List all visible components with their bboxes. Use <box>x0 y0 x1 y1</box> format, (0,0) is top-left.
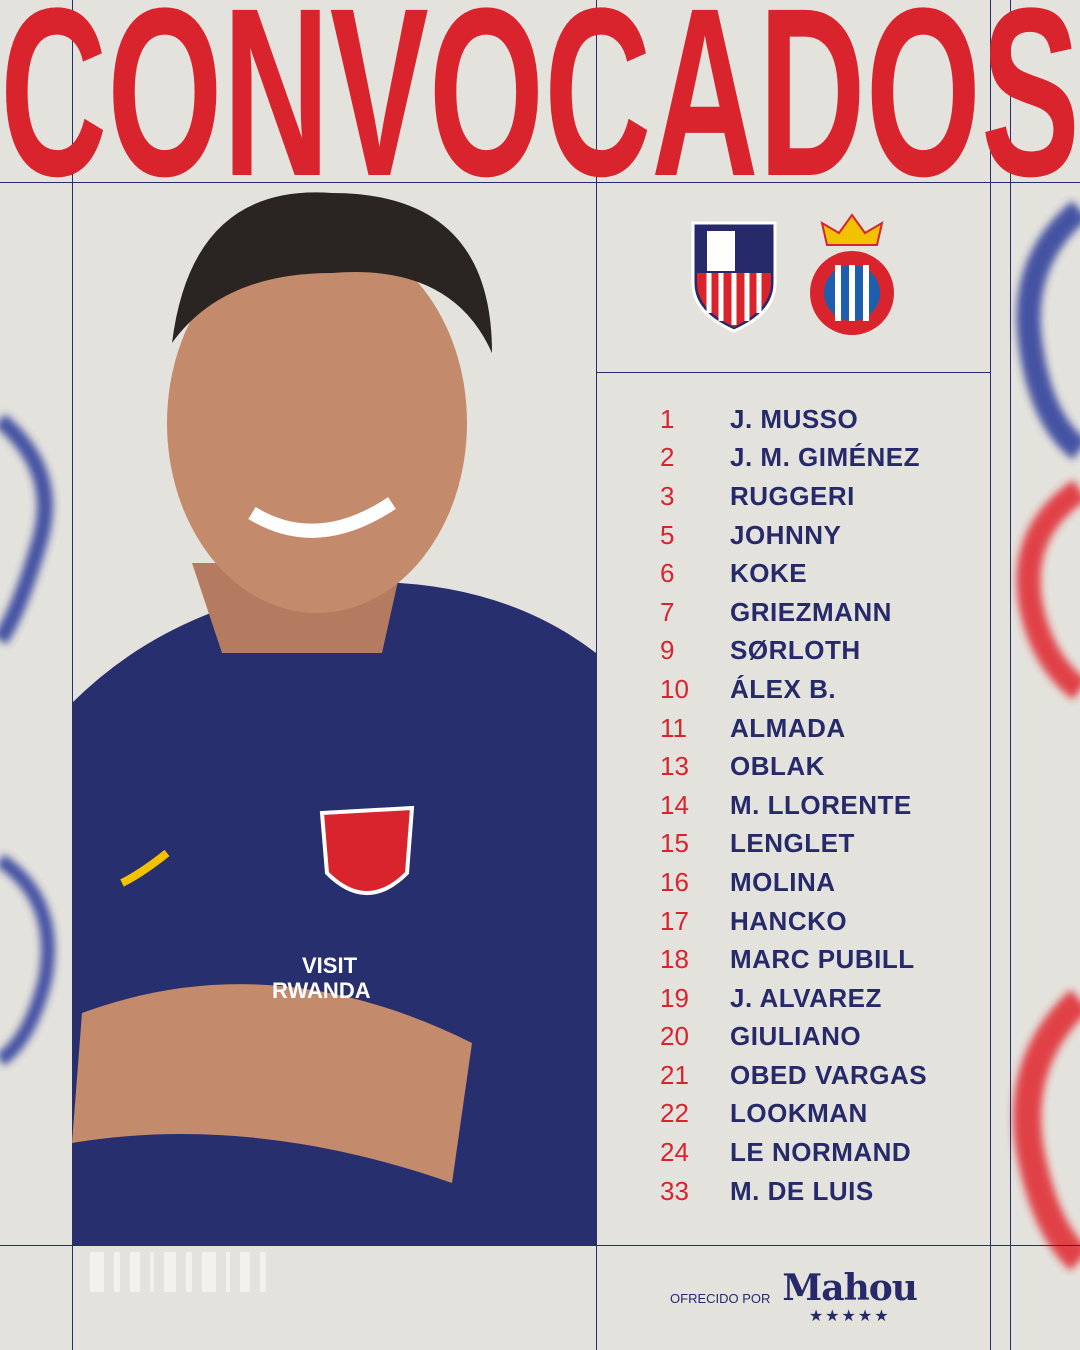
list-item: 20 GIULIANO <box>660 1018 990 1057</box>
list-item: 33 M. DE LUIS <box>660 1172 990 1211</box>
player-number: 9 <box>660 635 675 666</box>
page-title: CONVOCADOS <box>0 0 1080 185</box>
player-name: LE NORMAND <box>730 1137 912 1168</box>
player-number: 19 <box>660 982 689 1013</box>
list-item: 15 LENGLET <box>660 825 990 864</box>
list-item: 19 J. ALVAREZ <box>660 979 990 1018</box>
player-number: 20 <box>660 1021 689 1052</box>
grid-line <box>0 182 1080 183</box>
decorative-swirl <box>0 854 55 1066</box>
player-number: 5 <box>660 519 675 550</box>
sponsor-footer: OFRECIDO POR Mahou ★★★★★ <box>597 1246 990 1350</box>
player-number: 13 <box>660 751 689 782</box>
grid-line <box>72 0 73 1350</box>
grid-line <box>597 372 990 373</box>
list-item: 3 RUGGERI <box>660 477 990 516</box>
player-name: JOHNNY <box>730 519 842 550</box>
list-item: 5 JOHNNY <box>660 516 990 555</box>
player-name: HANCKO <box>730 905 848 936</box>
list-item: 21 OBED VARGAS <box>660 1056 990 1095</box>
mahou-logo: Mahou ★★★★★ <box>782 1267 918 1326</box>
grid-line <box>0 1245 1080 1246</box>
player-name: ALMADA <box>730 712 846 743</box>
coach-photo: VISIT RWANDA <box>72 183 596 1245</box>
player-name: LENGLET <box>730 828 855 859</box>
list-item: 7 GRIEZMANN <box>660 593 990 632</box>
grid-line <box>596 0 597 1350</box>
decorative-swirl <box>1016 480 1080 700</box>
list-item: 2 J. M. GIMÉNEZ <box>660 439 990 478</box>
rcd-espanyol-crest <box>810 213 894 335</box>
squad-list: 1 J. MUSSO 2 J. M. GIMÉNEZ 3 RUGGERI 5 JOHNNY 6 K… <box>660 400 990 1210</box>
player-number: 10 <box>660 673 689 704</box>
player-name: M. DE LUIS <box>730 1175 874 1206</box>
player-number: 14 <box>660 789 689 820</box>
player-number: 1 <box>660 403 675 434</box>
player-name: GIULIANO <box>730 1021 862 1052</box>
player-number: 21 <box>660 1059 689 1090</box>
player-name: ÁLEX B. <box>730 673 837 704</box>
list-item: 9 SØRLOTH <box>660 632 990 671</box>
player-number: 6 <box>660 558 675 589</box>
player-number: 15 <box>660 828 689 859</box>
grid-line <box>990 0 991 1350</box>
player-number: 24 <box>660 1137 689 1168</box>
list-item: 17 HANCKO <box>660 902 990 941</box>
player-name: J. MUSSO <box>730 403 859 434</box>
player-number: 16 <box>660 866 689 897</box>
list-item: 18 MARC PUBILL <box>660 940 990 979</box>
player-number: 18 <box>660 944 689 975</box>
atletico-madrid-crest <box>691 221 777 333</box>
player-name: GRIEZMANN <box>730 596 892 627</box>
player-name: MARC PUBILL <box>730 944 915 975</box>
player-number: 17 <box>660 905 689 936</box>
shirt-sponsor-line2: RWANDA <box>272 978 371 1003</box>
player-name: MOLINA <box>730 866 836 897</box>
player-name: OBED VARGAS <box>730 1059 928 1090</box>
player-name: SØRLOTH <box>730 635 861 666</box>
list-item: 13 OBLAK <box>660 747 990 786</box>
list-item: 10 ÁLEX B. <box>660 670 990 709</box>
player-number: 22 <box>660 1098 689 1129</box>
list-item: 11 ALMADA <box>660 709 990 748</box>
player-name: J. ALVAREZ <box>730 982 882 1013</box>
sponsor-label: OFRECIDO POR <box>670 1290 771 1306</box>
decorative-swirl <box>1013 989 1080 1271</box>
decorative-ticks <box>90 1252 266 1292</box>
player-number: 7 <box>660 596 675 627</box>
player-name: LOOKMAN <box>730 1098 868 1129</box>
player-number: 3 <box>660 480 675 511</box>
list-item: 1 J. MUSSO <box>660 400 990 439</box>
player-number: 2 <box>660 442 675 473</box>
player-name: J. M. GIMÉNEZ <box>730 442 920 473</box>
stars-icon: ★★★★★ <box>808 1308 891 1325</box>
player-name: KOKE <box>730 558 808 589</box>
match-crests <box>597 183 990 372</box>
player-name: OBLAK <box>730 751 825 782</box>
list-item: 16 MOLINA <box>660 863 990 902</box>
list-item: 24 LE NORMAND <box>660 1133 990 1172</box>
decorative-swirl <box>0 413 53 645</box>
list-item: 6 KOKE <box>660 554 990 593</box>
list-item: 14 M. LLORENTE <box>660 786 990 825</box>
player-number: 33 <box>660 1175 689 1206</box>
shirt-sponsor-line1: VISIT <box>302 953 358 978</box>
grid-line <box>1010 0 1011 1350</box>
brand-name: Mahou <box>782 1267 918 1309</box>
decorative-swirl <box>1016 200 1080 460</box>
player-number: 11 <box>660 712 687 743</box>
player-name: RUGGERI <box>730 480 855 511</box>
list-item: 22 LOOKMAN <box>660 1095 990 1134</box>
player-name: M. LLORENTE <box>730 789 912 820</box>
title-text: CONVOCADOS <box>0 0 1080 185</box>
